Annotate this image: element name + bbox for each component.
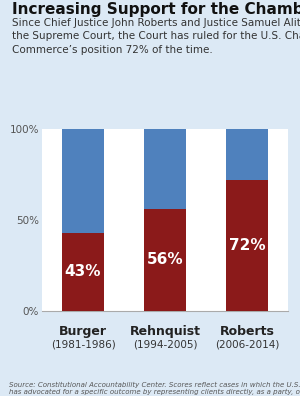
- Text: Rehnquist: Rehnquist: [130, 325, 200, 338]
- Bar: [226, 180, 268, 311]
- Bar: [144, 209, 186, 311]
- Bar: [144, 129, 186, 311]
- Text: Burger: Burger: [59, 325, 107, 338]
- Text: (1994-2005): (1994-2005): [133, 339, 197, 349]
- Text: 56%: 56%: [147, 252, 183, 267]
- Bar: [62, 232, 104, 311]
- Text: Source: Constitutional Accountability Center. Scores reflect cases in which the : Source: Constitutional Accountability Ce…: [9, 381, 300, 395]
- Text: Increasing Support for the Chamber: Increasing Support for the Chamber: [12, 2, 300, 17]
- Text: 72%: 72%: [229, 238, 265, 253]
- Bar: [62, 129, 104, 311]
- Text: Since Chief Justice John Roberts and Justice Samuel Alito joined
the Supreme Cou: Since Chief Justice John Roberts and Jus…: [12, 18, 300, 55]
- Bar: [226, 129, 268, 311]
- Text: 43%: 43%: [65, 264, 101, 279]
- Text: Roberts: Roberts: [220, 325, 274, 338]
- Text: (1981-1986): (1981-1986): [51, 339, 116, 349]
- Text: (2006-2014): (2006-2014): [215, 339, 279, 349]
